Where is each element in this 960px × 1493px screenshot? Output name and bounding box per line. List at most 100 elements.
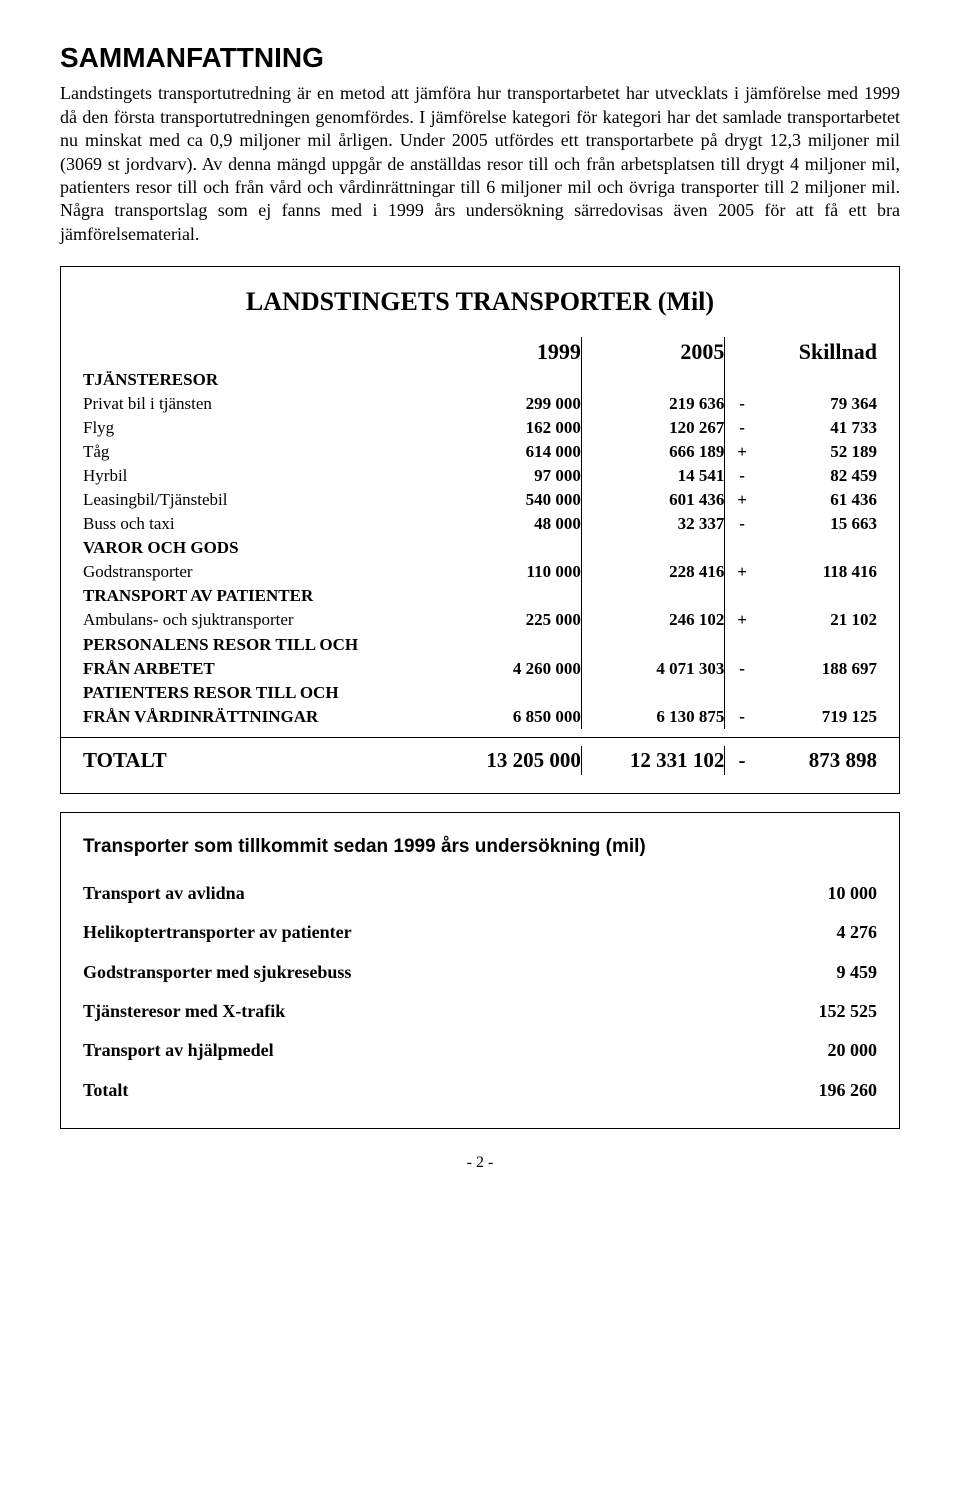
additional-table-box: Transporter som tillkommit sedan 1999 år… (60, 812, 900, 1129)
cell-sign: + (725, 608, 759, 632)
addl-row-label: Totalt (83, 1071, 559, 1110)
total-diff: 873 898 (759, 746, 877, 775)
cell-1999: 225 000 (438, 608, 582, 632)
cell-diff: 15 663 (759, 512, 877, 536)
row-label: Hyrbil (83, 464, 438, 488)
cell-diff: 82 459 (759, 464, 877, 488)
additional-table: Transport av avlidna10 000Helikoptertran… (83, 874, 877, 1110)
cell-diff: 21 102 (759, 608, 877, 632)
cell (581, 633, 725, 657)
cell (759, 584, 877, 608)
transport-table: 19992005 Skillnad TJÄNSTERESORPrivat bil i… (83, 337, 877, 775)
page-title: SAMMANFATTNING (60, 40, 900, 76)
cell (725, 584, 759, 608)
cell-2005: 32 337 (581, 512, 725, 536)
cell (438, 368, 582, 392)
row-label: Privat bil i tjänsten (83, 392, 438, 416)
cell (438, 633, 582, 657)
row-label: Godstransporter (83, 560, 438, 584)
row-label: Tåg (83, 440, 438, 464)
cell-1999: 540 000 (438, 488, 582, 512)
addl-row-label: Helikoptertransporter av patienter (83, 913, 559, 952)
total-label: TOTALT (83, 746, 438, 775)
cell-sign: - (725, 512, 759, 536)
cell-diff: 188 697 (759, 657, 877, 681)
cell-sign: + (725, 440, 759, 464)
cell-diff: 52 189 (759, 440, 877, 464)
row-label: Buss och taxi (83, 512, 438, 536)
cell (581, 681, 725, 705)
cell-sign: - (725, 392, 759, 416)
cell (581, 536, 725, 560)
cell (759, 536, 877, 560)
cell-sign: - (725, 705, 759, 729)
cell-diff: 41 733 (759, 416, 877, 440)
cell-2005: 6 130 875 (581, 705, 725, 729)
cell (759, 681, 877, 705)
table-header-1999: 1999 (438, 337, 582, 368)
cell-1999: 299 000 (438, 392, 582, 416)
cell-2005: 601 436 (581, 488, 725, 512)
table-header-2005: 2005 (581, 337, 725, 368)
cell-2005: 14 541 (581, 464, 725, 488)
section-head: VAROR OCH GODS (83, 536, 438, 560)
addl-row-value: 196 260 (559, 1071, 877, 1110)
cell (725, 536, 759, 560)
cell-sign: - (725, 657, 759, 681)
row-label: FRÅN ARBETET (83, 657, 438, 681)
cell-diff: 61 436 (759, 488, 877, 512)
cell (759, 368, 877, 392)
cell-2005: 4 071 303 (581, 657, 725, 681)
cell-2005: 246 102 (581, 608, 725, 632)
addl-row-label: Transport av hjälpmedel (83, 1031, 559, 1070)
cell-2005: 228 416 (581, 560, 725, 584)
cell-2005: 219 636 (581, 392, 725, 416)
total-sign: - (725, 746, 759, 775)
cell-sign: + (725, 488, 759, 512)
cell-sign: - (725, 464, 759, 488)
total-2005: 12 331 102 (581, 746, 725, 775)
cell-1999: 110 000 (438, 560, 582, 584)
cell-diff: 719 125 (759, 705, 877, 729)
addl-row-label: Tjänsteresor med X-trafik (83, 992, 559, 1031)
cell-1999: 614 000 (438, 440, 582, 464)
cell (581, 368, 725, 392)
section-head: TRANSPORT AV PATIENTER (83, 584, 438, 608)
cell-sign: - (725, 416, 759, 440)
cell-sign: + (725, 560, 759, 584)
row-label: Flyg (83, 416, 438, 440)
cell-1999: 6 850 000 (438, 705, 582, 729)
cell (759, 633, 877, 657)
cell-diff: 118 416 (759, 560, 877, 584)
row-label: Ambulans- och sjuktransporter (83, 608, 438, 632)
table-header-diff: Skillnad (759, 337, 877, 368)
table-header-empty (83, 337, 438, 368)
cell (438, 536, 582, 560)
total-1999: 13 205 000 (438, 746, 582, 775)
row-label: Leasingbil/Tjänstebil (83, 488, 438, 512)
addl-row-label: Godstransporter med sjukresebuss (83, 953, 559, 992)
summary-paragraph: Landstingets transportutredning är en me… (60, 82, 900, 246)
addl-row-value: 4 276 (559, 913, 877, 952)
cell-1999: 4 260 000 (438, 657, 582, 681)
cell (725, 681, 759, 705)
addl-row-value: 9 459 (559, 953, 877, 992)
cell (438, 584, 582, 608)
cell (581, 584, 725, 608)
cell-1999: 162 000 (438, 416, 582, 440)
cell-2005: 666 189 (581, 440, 725, 464)
table-header-sign (725, 337, 759, 368)
addl-row-label: Transport av avlidna (83, 874, 559, 913)
addl-row-value: 20 000 (559, 1031, 877, 1070)
cell-diff: 79 364 (759, 392, 877, 416)
cell-1999: 97 000 (438, 464, 582, 488)
cell (725, 633, 759, 657)
box1-title: LANDSTINGETS TRANSPORTER (Mil) (83, 285, 877, 319)
cell (725, 368, 759, 392)
row-label: FRÅN VÅRDINRÄTTNINGAR (83, 705, 438, 729)
section-head: TJÄNSTERESOR (83, 368, 438, 392)
section-head: PATIENTERS RESOR TILL OCH (83, 681, 438, 705)
page-number: - 2 - (60, 1153, 900, 1174)
addl-row-value: 10 000 (559, 874, 877, 913)
addl-row-value: 152 525 (559, 992, 877, 1031)
